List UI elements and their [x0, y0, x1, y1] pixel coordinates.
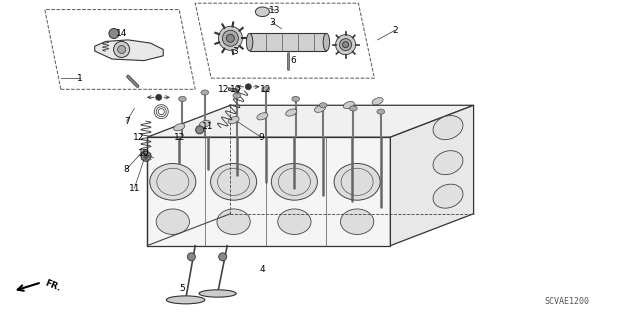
Text: 2: 2	[392, 26, 397, 35]
Text: 3: 3	[233, 47, 238, 56]
Ellipse shape	[271, 164, 317, 200]
Ellipse shape	[323, 33, 330, 51]
Ellipse shape	[334, 164, 380, 200]
Ellipse shape	[179, 96, 186, 101]
Ellipse shape	[166, 296, 205, 304]
Text: 10: 10	[230, 85, 241, 94]
Text: 12: 12	[173, 133, 185, 142]
Ellipse shape	[246, 33, 253, 51]
Circle shape	[196, 126, 204, 134]
Text: 11: 11	[129, 184, 140, 193]
Ellipse shape	[433, 115, 463, 140]
Text: SCVAE1200: SCVAE1200	[544, 297, 589, 306]
Ellipse shape	[285, 109, 297, 116]
Polygon shape	[390, 105, 474, 246]
Ellipse shape	[255, 7, 269, 17]
Circle shape	[114, 41, 129, 57]
Ellipse shape	[349, 106, 357, 111]
Circle shape	[118, 45, 125, 54]
Text: 1: 1	[77, 74, 83, 83]
Ellipse shape	[433, 151, 463, 175]
Ellipse shape	[156, 209, 189, 234]
Ellipse shape	[343, 101, 355, 108]
Ellipse shape	[233, 93, 241, 98]
Ellipse shape	[292, 96, 300, 101]
Text: FR.: FR.	[44, 278, 62, 293]
Ellipse shape	[217, 209, 250, 234]
Ellipse shape	[433, 184, 463, 208]
Ellipse shape	[278, 209, 311, 234]
Text: 5: 5	[180, 284, 185, 293]
Ellipse shape	[372, 98, 383, 105]
Text: 12: 12	[133, 133, 145, 142]
Text: 11: 11	[202, 122, 214, 130]
Ellipse shape	[377, 109, 385, 114]
Text: 7: 7	[124, 117, 129, 126]
Polygon shape	[250, 33, 326, 51]
Circle shape	[188, 253, 195, 261]
Text: 8: 8	[124, 165, 129, 174]
Ellipse shape	[319, 103, 327, 108]
Circle shape	[218, 26, 243, 50]
Ellipse shape	[199, 120, 211, 128]
Text: 4: 4	[260, 265, 265, 274]
Circle shape	[223, 30, 238, 46]
Circle shape	[335, 35, 356, 55]
Ellipse shape	[201, 90, 209, 95]
Ellipse shape	[340, 209, 374, 234]
Ellipse shape	[173, 124, 185, 131]
Circle shape	[219, 253, 227, 261]
Text: 9: 9	[259, 133, 264, 142]
Text: 3: 3	[269, 18, 275, 27]
Ellipse shape	[199, 290, 236, 297]
Circle shape	[109, 28, 119, 39]
Text: 12: 12	[260, 85, 271, 94]
Text: 6: 6	[291, 56, 296, 65]
Polygon shape	[228, 88, 239, 93]
Polygon shape	[147, 137, 390, 246]
Polygon shape	[147, 105, 474, 137]
Circle shape	[245, 84, 252, 90]
Circle shape	[156, 94, 162, 100]
Circle shape	[227, 34, 234, 42]
Ellipse shape	[262, 87, 269, 92]
Text: 14: 14	[116, 29, 127, 38]
Circle shape	[342, 42, 349, 48]
Ellipse shape	[228, 116, 239, 124]
Text: 12: 12	[218, 85, 230, 94]
Circle shape	[340, 39, 351, 51]
Circle shape	[141, 151, 151, 161]
Ellipse shape	[257, 113, 268, 120]
Circle shape	[144, 154, 148, 158]
Polygon shape	[95, 40, 163, 61]
Ellipse shape	[211, 164, 257, 200]
Text: 13: 13	[269, 6, 281, 15]
Ellipse shape	[150, 164, 196, 200]
Text: 10: 10	[138, 149, 150, 158]
Ellipse shape	[314, 105, 326, 112]
